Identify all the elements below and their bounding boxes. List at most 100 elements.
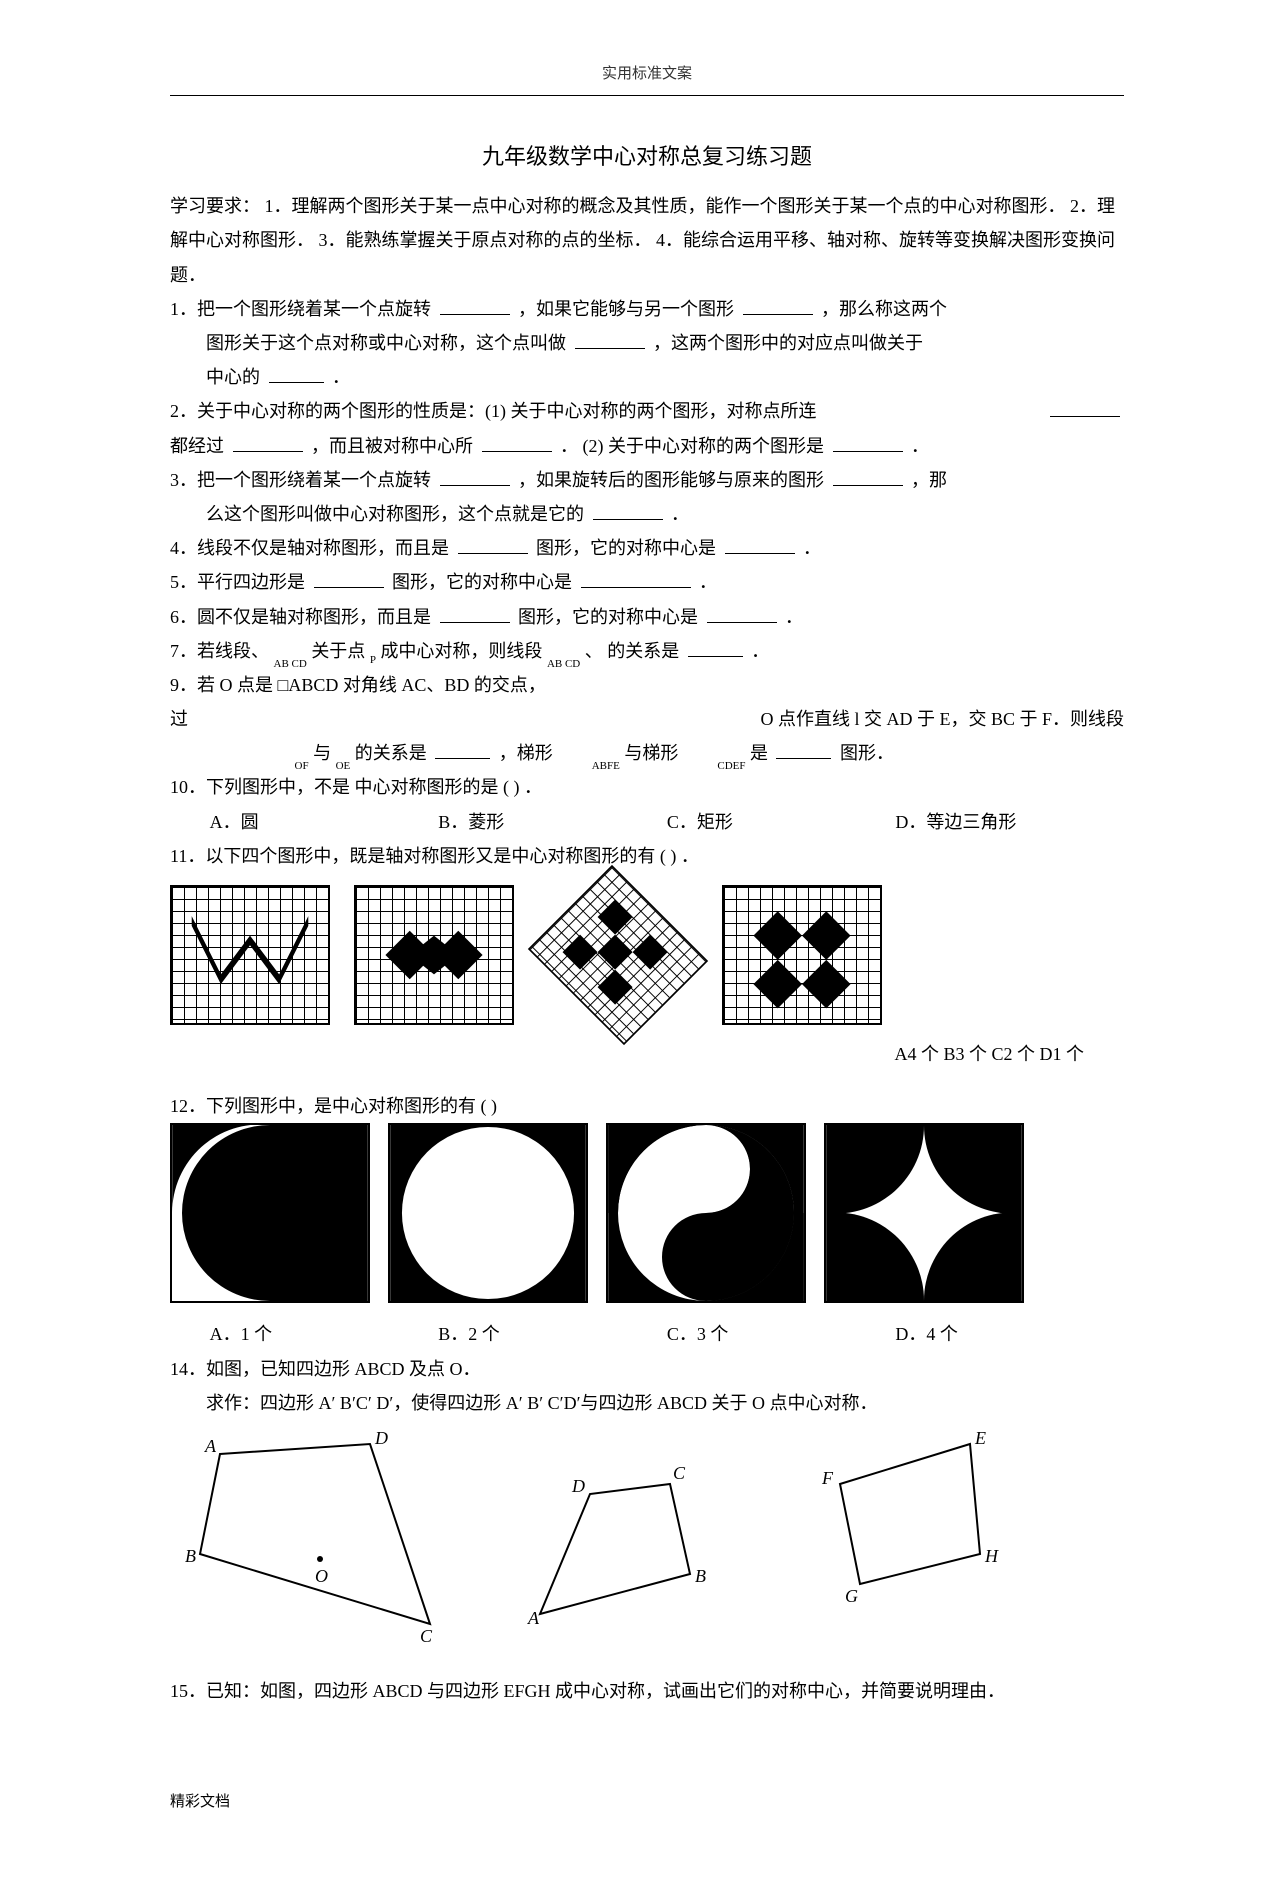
q7f: ． [751, 641, 769, 661]
blank [833, 467, 903, 486]
blank [458, 535, 528, 554]
q1g: ． [332, 367, 350, 387]
pattern-diamond-quad-icon [724, 887, 880, 1023]
svg-text:A: A [204, 1436, 217, 1456]
q2d: ． (2) 关于中心对称的两个图形是 [560, 436, 829, 456]
blank [833, 433, 903, 452]
blank [440, 604, 510, 623]
page-title: 九年级数学中心对称总复习练习题 [170, 136, 1124, 178]
header-small: 实用标准文案 [170, 60, 1124, 96]
shape1-icon [172, 1125, 368, 1301]
q1-line1: 1．把一个图形绕着某一个点旋转 ，如果它能够与另一个图形 ，那么称这两个 [170, 292, 1124, 326]
q12-fig1 [170, 1123, 370, 1303]
q1f: 中心的 [206, 367, 265, 387]
blank [743, 296, 813, 315]
svg-text:C: C [673, 1463, 686, 1483]
blank [688, 638, 743, 657]
q11-fig3 [528, 865, 708, 1045]
footer: 精彩文档 [170, 1788, 1124, 1817]
q11-fig4 [722, 885, 882, 1025]
blank [1050, 398, 1120, 417]
q6: 6．圆不仅是轴对称图形，而且是 图形，它的对称中心是 ． [170, 600, 1124, 634]
q4b: 图形，它的对称中心是 [536, 538, 721, 558]
q10-options: A．圆 B．菱形 C．矩形 D．等边三角形 [210, 805, 1124, 839]
q11-fig1 [170, 885, 330, 1025]
shape2-icon [390, 1125, 586, 1301]
q9c: O 点作直线 l 交 AD 于 E，交 BC 于 F．则线段 [760, 702, 1124, 736]
q11-answers: A4 个 B3 个 C2 个 D1 个 [170, 1037, 1124, 1071]
q9-line1: 9．若 O 点是 □ABCD 对角线 AC、BD 的交点， [170, 668, 1124, 702]
q10D: D．等边三角形 [895, 805, 1124, 839]
svg-text:B: B [185, 1546, 196, 1566]
q7-p: P [370, 654, 376, 666]
q4: 4．线段不仅是轴对称图形，而且是 图形，它的对称中心是 ． [170, 531, 1124, 565]
q14a: 14．如图，已知四边形 ABCD 及点 O． [170, 1352, 1124, 1386]
q3e: ． [671, 504, 689, 524]
pattern-w-icon [172, 887, 328, 1023]
pattern-diamond-row-icon [356, 887, 512, 1023]
q2a: 2．关于中心对称的两个图形的性质是：(1) 关于中心对称的两个图形，对称点所连 [170, 401, 817, 421]
q12C: C．3 个 [667, 1317, 896, 1351]
q6c: ． [785, 607, 803, 627]
svg-text:B: B [695, 1566, 706, 1586]
blank [725, 535, 795, 554]
q12: 12．下列图形中，是中心对称图形的有 ( ) [170, 1089, 1124, 1123]
q12-fig3 [606, 1123, 806, 1303]
q2b: 都经过 [170, 436, 229, 456]
q7e: 的关系是 [607, 641, 684, 661]
q1d: 图形关于这个点对称或中心对称，这个点叫做 [206, 333, 571, 353]
blank [314, 569, 384, 588]
q14-figures: A D B C O A B C D E F G H [170, 1424, 1124, 1644]
svg-text:D: D [571, 1476, 585, 1496]
q9i: 图形． [840, 743, 894, 763]
q3-line2: 么这个图形叫做中心对称图形，这个点就是它的 ． [170, 497, 1124, 531]
q5a: 5．平行四边形是 [170, 572, 310, 592]
q1c: ，那么称这两个 [821, 299, 947, 319]
blank [233, 433, 303, 452]
svg-text:D: D [374, 1428, 388, 1448]
quad-abcd-o-icon: A D B C O [170, 1424, 450, 1644]
svg-text:H: H [984, 1546, 999, 1566]
q12-figures [170, 1123, 1124, 1303]
blank [776, 740, 831, 759]
q9-cdef: CDEF [717, 760, 745, 772]
q1-line2: 图形关于这个点对称或中心对称，这个点叫做 ，这两个图形中的对应点叫做关于 [170, 326, 1124, 360]
blank [593, 501, 663, 520]
q7b: 关于点 [311, 641, 370, 661]
q11: 11．以下四个图形中，既是轴对称图形又是中心对称图形的有 ( ) ． [170, 839, 1124, 873]
blank [581, 569, 691, 588]
q10C: C．矩形 [667, 805, 896, 839]
q9f: ，梯形 [499, 743, 553, 763]
q6b: 图形，它的对称中心是 [518, 607, 703, 627]
q9-line3: OF 与 OE 的关系是 ，梯形 ABFE 与梯形 CDEF 是 图形． [170, 736, 1124, 770]
q10A: A．圆 [210, 805, 439, 839]
q11-figures [170, 885, 1124, 1025]
q10B: B．菱形 [438, 805, 667, 839]
q1e: ，这两个图形中的对应点叫做关于 [653, 333, 923, 353]
q9h: 是 [750, 743, 773, 763]
blank [482, 433, 552, 452]
q7a: 7．若线段、 [170, 641, 269, 661]
q12-options: A．1 个 B．2 个 C．3 个 D．4 个 [210, 1317, 1124, 1351]
blank [440, 296, 510, 315]
blank [435, 740, 490, 759]
shape4-icon [826, 1125, 1022, 1301]
quad-efgh-icon: E F G H [800, 1424, 1000, 1624]
q7c: 成中心对称，则线段 [380, 641, 547, 661]
q9d: 与 [313, 743, 331, 763]
q7: 7．若线段、 AB CD 关于点 P 成中心对称，则线段 AB CD 、 的关系… [170, 634, 1124, 668]
q12B: B．2 个 [438, 1317, 667, 1351]
q6a: 6．圆不仅是轴对称图形，而且是 [170, 607, 436, 627]
pattern-checker-icon [530, 867, 706, 1043]
q9e: 的关系是 [355, 743, 432, 763]
q9-abfe: ABFE [592, 760, 620, 772]
q12D: D．4 个 [895, 1317, 1124, 1351]
q9-line2: 过 O 点作直线 l 交 AD 于 E，交 BC 于 F．则线段 [170, 702, 1124, 736]
q1-line3: 中心的 ． [170, 360, 1124, 394]
q2e: ． [911, 436, 929, 456]
q3d: 么这个图形叫做中心对称图形，这个点就是它的 [206, 504, 589, 524]
svg-text:G: G [845, 1586, 858, 1606]
q1b: ，如果它能够与另一个图形 [518, 299, 739, 319]
svg-text:C: C [420, 1626, 433, 1644]
q3b: ，如果旋转后的图形能够与原来的图形 [518, 470, 829, 490]
